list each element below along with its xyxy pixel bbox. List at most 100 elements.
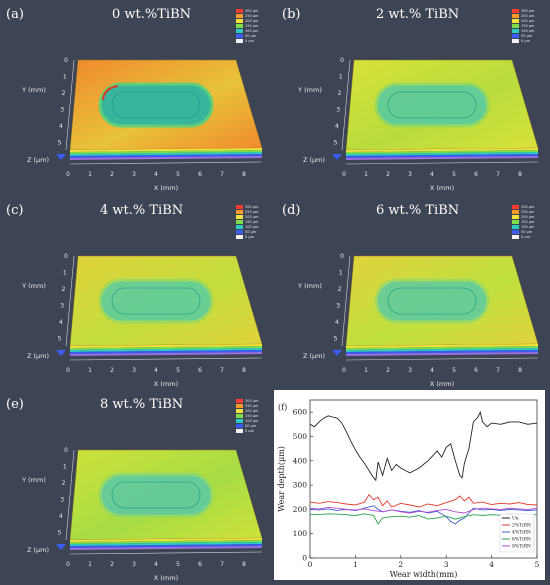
x-tick-label: 0	[342, 367, 346, 374]
z-axis-label: Z (μm)	[27, 352, 49, 360]
x-tick-label: 8	[242, 561, 246, 568]
x-tick-label: 5	[176, 367, 180, 374]
legend-swatch	[236, 219, 243, 224]
panel-d: (d) 6 wt.% TiBN 300 μm 250 μm 200 μm 150 μm 10…	[276, 196, 548, 391]
x-tick-label: 5	[535, 560, 540, 569]
legend-row: 250 μm	[512, 209, 548, 214]
x-tick-label: 4	[154, 171, 158, 178]
legend-row: 200 μm	[512, 18, 548, 23]
z-band	[346, 154, 538, 158]
x-axis-label: X (mm)	[154, 574, 178, 582]
y-tick-label: 3	[60, 497, 64, 504]
y-tick-label: 3	[60, 107, 64, 114]
legend-label: 200 μm	[245, 214, 259, 219]
wear-track	[374, 82, 490, 128]
legend-row: 200 μm	[236, 18, 272, 23]
x-tick-label: 0	[308, 560, 313, 569]
surface-plot: 0 1 2 3 4 5 6 7 8 X (mm) 0 1 2 3 4 5 Y (mm) Z (μm)	[297, 253, 539, 388]
legend-row: 100 μm	[236, 418, 272, 423]
z-band	[70, 538, 262, 542]
y-tick-label: 3	[336, 303, 340, 310]
legend-entry: 8%TiBN	[512, 544, 531, 550]
x-axis-label: X (mm)	[154, 380, 178, 388]
legend-row: 250 μm	[236, 13, 272, 18]
y-axis-line	[341, 59, 351, 151]
wear-track-inner	[111, 91, 201, 119]
legend-swatch	[236, 403, 243, 408]
surface-plot: 0 1 2 3 4 5 6 7 8 X (mm) 0 1 2 3 4 5 Y (mm) Z (μm)	[21, 447, 263, 582]
x-tick-label: 5	[452, 171, 456, 178]
wear-track	[98, 82, 214, 128]
legend-label: 100 μm	[245, 28, 259, 33]
legend-label: 250 μm	[245, 209, 259, 214]
legend-label: 50 μm	[521, 229, 533, 234]
x-tick-label: 6	[198, 171, 202, 178]
z-axis-marker	[56, 154, 66, 160]
legend-swatch	[236, 28, 243, 33]
legend-entry: 6%TiBN	[512, 537, 531, 543]
y-tick-label: 2	[62, 480, 66, 487]
x-tick-label: 4	[430, 171, 434, 178]
legend-row: 50 μm	[236, 423, 272, 428]
y-tick-label: 1	[63, 270, 67, 277]
z-axis-label: Z (μm)	[303, 352, 325, 360]
y-tick-label: 5	[58, 140, 62, 147]
x-tick-label: 1	[88, 561, 92, 568]
z-band	[70, 348, 262, 352]
panel-title: 4 wt.% TiBN	[100, 203, 184, 218]
wear-track	[98, 472, 214, 518]
legend-swatch	[236, 38, 243, 43]
legend-row: 250 μm	[236, 209, 272, 214]
x-tick-label: 6	[198, 561, 202, 568]
legend-row: 100 μm	[512, 224, 548, 229]
legend-swatch	[236, 398, 243, 403]
x-tick-label: 7	[496, 171, 500, 178]
legend-label: 300 μm	[245, 8, 259, 13]
x-tick-label: 4	[430, 367, 434, 374]
y-tick-label: 600	[293, 408, 308, 417]
y-tick-label: 5	[334, 140, 338, 147]
x-tick-label: 8	[242, 367, 246, 374]
y-tick-label: 0	[64, 57, 68, 64]
panel-title: 0 wt.%TiBN	[112, 7, 191, 22]
series-line-4tibn	[309, 505, 538, 525]
legend-swatch	[236, 423, 243, 428]
legend-swatch	[512, 8, 519, 13]
x-tick-label: 5	[452, 367, 456, 374]
legend-label: 200 μm	[245, 408, 259, 413]
z-band	[70, 350, 262, 354]
legend-swatch	[512, 13, 519, 18]
legend-swatch	[236, 33, 243, 38]
series-line-un	[309, 410, 538, 482]
z-axis-label: Z (μm)	[27, 156, 49, 164]
legend-swatch	[236, 234, 243, 239]
legend-label: 50 μm	[245, 423, 257, 428]
z-axis-label: Z (μm)	[303, 156, 325, 164]
y-axis-label: Y (mm)	[21, 476, 46, 484]
x-tick-label: 2	[386, 171, 390, 178]
y-tick-label: 4	[335, 123, 339, 130]
panel-b: (b) 2 wt.% TiBN 300 μm 250 μm 200 μm 150 μm 10…	[276, 0, 548, 195]
legend-label: 250 μm	[521, 209, 535, 214]
legend-swatch	[236, 13, 243, 18]
legend-row: 150 μm	[236, 219, 272, 224]
z-band	[70, 352, 262, 356]
y-tick-label: 1	[63, 464, 67, 471]
y-tick-label: 3	[336, 107, 340, 114]
legend-swatch	[236, 214, 243, 219]
legend-label: 300 μm	[245, 398, 259, 403]
legend-row: 300 μm	[512, 8, 548, 13]
x-axis-label: Wear width(mm)	[390, 570, 458, 579]
x-tick-label: 5	[176, 561, 180, 568]
legend-swatch	[236, 209, 243, 214]
z-band	[70, 544, 262, 548]
legend-label: 100 μm	[245, 224, 259, 229]
x-tick-label: 6	[474, 367, 478, 374]
x-tick-label: 5	[176, 171, 180, 178]
legend-row: 0 μm	[512, 234, 548, 239]
legend-row: 300 μm	[236, 398, 272, 403]
y-axis-line	[65, 449, 75, 541]
panel-letter: (a)	[6, 7, 24, 22]
z-axis-marker	[56, 350, 66, 356]
legend-label: 250 μm	[245, 13, 259, 18]
